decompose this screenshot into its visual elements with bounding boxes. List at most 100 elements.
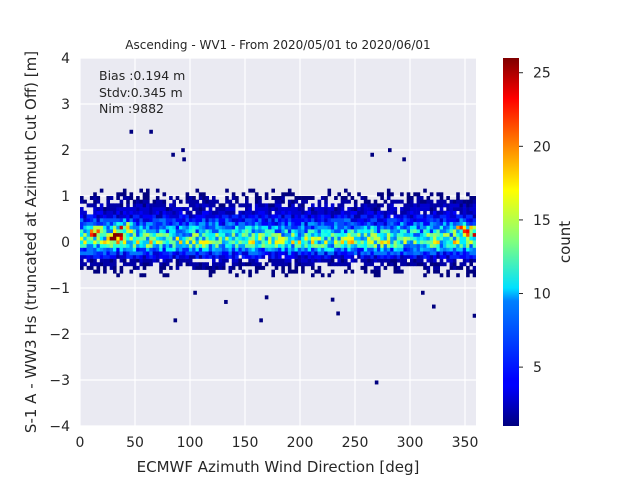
histogram-cell <box>93 199 97 204</box>
histogram-cell <box>96 232 101 237</box>
histogram-cell <box>357 214 361 219</box>
histogram-cell <box>320 273 325 278</box>
histogram-cell <box>317 210 322 215</box>
histogram-cell <box>357 218 361 223</box>
histogram-cell <box>413 236 417 241</box>
histogram-cell <box>367 210 371 215</box>
histogram-cell <box>393 258 398 263</box>
histogram-cell <box>136 247 140 252</box>
histogram-cell <box>103 265 107 270</box>
histogram-cell <box>185 221 190 226</box>
histogram-cell <box>202 203 206 208</box>
histogram-cell <box>142 247 147 252</box>
histogram-cell <box>179 199 183 204</box>
histogram-cell <box>466 229 470 234</box>
histogram-cell <box>469 240 473 245</box>
histogram-cell <box>330 269 335 274</box>
histogram-cell <box>152 214 157 219</box>
histogram-cell <box>357 254 361 259</box>
histogram-cell <box>218 232 223 237</box>
histogram-cell <box>466 251 470 256</box>
histogram-cell <box>416 196 421 200</box>
histogram-cell <box>271 221 275 226</box>
histogram-cell <box>248 240 252 245</box>
histogram-cell <box>202 243 206 248</box>
histogram-cell <box>93 207 97 212</box>
histogram-cell <box>254 229 259 234</box>
histogram-cell <box>340 243 345 248</box>
histogram-cell <box>443 229 447 234</box>
histogram-cell <box>264 221 269 226</box>
histogram-cell <box>225 218 229 223</box>
histogram-cell <box>96 229 101 234</box>
histogram-cell <box>472 199 476 204</box>
histogram-cell <box>152 218 157 223</box>
histogram-cell <box>416 210 421 215</box>
histogram-cell <box>337 262 341 267</box>
histogram-cell <box>301 240 305 245</box>
histogram-cell <box>429 214 434 219</box>
histogram-cell <box>198 232 203 237</box>
histogram-cell <box>146 196 150 200</box>
histogram-cell <box>433 225 437 230</box>
histogram-cell <box>377 221 381 226</box>
histogram-cell <box>109 210 114 215</box>
histogram-cell <box>132 247 137 252</box>
histogram-cell <box>274 265 279 270</box>
histogram-cell <box>383 232 388 237</box>
histogram-cell <box>433 258 437 263</box>
histogram-cell <box>205 196 209 200</box>
histogram-cell <box>334 218 338 223</box>
histogram-cell <box>400 243 404 248</box>
histogram-cell <box>350 214 355 219</box>
histogram-cell <box>139 207 143 212</box>
histogram-cell <box>179 225 183 230</box>
histogram-cell <box>251 229 256 234</box>
histogram-cell <box>241 192 246 197</box>
histogram-cell <box>152 254 157 259</box>
histogram-cell <box>198 262 203 267</box>
histogram-cell <box>113 240 117 245</box>
histogram-cell <box>301 243 305 248</box>
histogram-cell <box>278 221 282 226</box>
histogram-cell <box>311 247 315 252</box>
histogram-cell <box>96 225 101 230</box>
histogram-cell <box>254 262 259 267</box>
histogram-cell <box>452 199 457 204</box>
histogram-cell <box>80 247 84 252</box>
histogram-cell <box>370 203 374 208</box>
histogram-cell <box>291 243 295 248</box>
histogram-cell <box>350 243 355 248</box>
histogram-cell <box>103 218 107 223</box>
histogram-cell <box>456 273 460 278</box>
histogram-cell <box>271 207 275 212</box>
histogram-cell <box>268 232 272 237</box>
histogram-cell <box>165 214 170 219</box>
histogram-cell <box>89 265 94 270</box>
histogram-cell <box>311 203 315 208</box>
histogram-cell <box>142 196 147 200</box>
histogram-cell <box>426 229 431 234</box>
histogram-cell <box>367 203 371 208</box>
histogram-cell <box>459 232 464 237</box>
histogram-cell <box>139 262 143 267</box>
histogram-cell <box>304 214 308 219</box>
histogram-cell <box>367 254 371 259</box>
histogram-cell <box>195 251 200 256</box>
histogram-cell <box>416 232 421 237</box>
histogram-cell <box>96 251 101 256</box>
histogram-cell <box>386 258 391 263</box>
histogram-cell <box>116 229 120 234</box>
histogram-cell <box>347 218 351 223</box>
histogram-cell <box>330 251 335 256</box>
histogram-cell <box>466 265 470 270</box>
histogram-cell <box>469 196 473 200</box>
histogram-cell <box>175 214 180 219</box>
histogram-cell <box>452 265 457 270</box>
histogram-cell <box>284 232 289 237</box>
histogram-cell <box>136 254 140 259</box>
histogram-cell <box>198 192 203 197</box>
histogram-cell <box>433 265 437 270</box>
histogram-cell <box>347 254 351 259</box>
histogram-cell <box>175 265 180 270</box>
